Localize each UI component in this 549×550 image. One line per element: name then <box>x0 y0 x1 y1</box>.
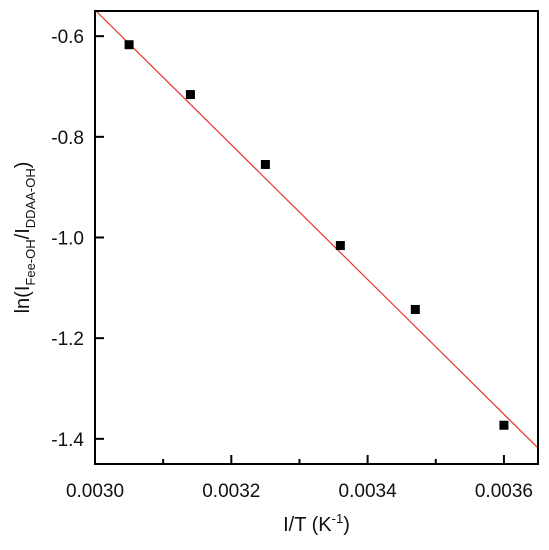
y-axis-label-subscript: Fee-OH <box>23 239 38 285</box>
y-axis-label: ln(IFee-OH/IDDAA-OH) <box>12 162 38 314</box>
data-point <box>499 420 509 430</box>
x-tick-label: 0.0032 <box>202 481 260 502</box>
ticks-layer: 0.0030 0.0032 0.0034 0.0036 -0.6 -0.8 -1.0 -1.2… <box>51 27 533 502</box>
x-axis-label-end: ) <box>343 514 350 536</box>
data-point <box>410 304 420 314</box>
x-tick-label: 0.0034 <box>339 481 398 502</box>
y-axis-label-part: ln(I <box>12 286 34 314</box>
y-tick-label: -1.4 <box>51 430 84 451</box>
y-axis-label-part: ) <box>12 162 34 169</box>
x-axis-label-main: I/T (K <box>283 514 332 536</box>
data-point <box>260 160 270 170</box>
data-point <box>335 241 345 251</box>
y-axis-label-subscript: DDAA-OH <box>23 168 38 228</box>
plot-frame <box>94 10 539 465</box>
x-tick-label: 0.0030 <box>66 481 124 502</box>
series-layer <box>94 9 539 449</box>
y-tick-label: -0.6 <box>51 27 84 48</box>
x-tick-label: 0.0036 <box>475 481 533 502</box>
x-axis-label: I/T (K-1) <box>283 511 350 536</box>
y-tick-label: -1.2 <box>51 329 84 350</box>
x-axis-label-superscript: -1 <box>332 511 344 526</box>
y-tick-label: -1.0 <box>51 229 84 250</box>
data-point <box>124 40 134 50</box>
y-axis-label-part: /I <box>12 228 34 239</box>
data-point <box>185 90 195 100</box>
y-tick-label: -0.8 <box>51 128 84 149</box>
fit-line <box>94 9 539 449</box>
